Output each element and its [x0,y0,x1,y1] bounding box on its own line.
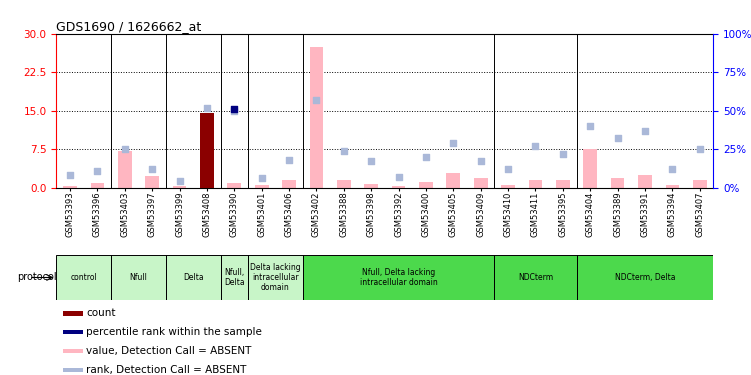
Bar [111,255,166,300]
Point [448,140,460,146]
Text: NDCterm: NDCterm [518,273,553,282]
Point [338,148,350,154]
Text: Nfull: Nfull [129,273,147,282]
Bar [63,368,83,372]
Point [146,166,158,172]
Point [694,146,706,152]
Point [556,151,569,157]
Bar [56,255,111,300]
Bar [282,180,296,188]
Point [584,123,596,129]
Bar [419,182,433,188]
Bar [200,118,214,188]
Point [420,154,432,160]
Bar [63,311,83,316]
Bar [309,46,323,188]
Bar [665,185,679,188]
Bar [228,183,241,188]
Point [119,146,131,152]
Point [310,97,322,103]
Bar [693,180,707,188]
Bar [63,349,83,353]
Bar [611,178,625,188]
Bar [63,186,77,188]
Bar [91,183,104,188]
Bar [392,186,406,188]
Point [173,178,185,184]
Bar [584,149,597,188]
Point [475,158,487,164]
Bar [501,185,515,188]
Text: count: count [86,309,116,318]
Text: GDS1690 / 1626662_at: GDS1690 / 1626662_at [56,20,201,33]
Text: percentile rank within the sample: percentile rank within the sample [86,327,262,337]
Text: Nfull,
Delta: Nfull, Delta [224,268,245,287]
Bar [494,255,577,300]
Point [283,157,295,163]
Bar [364,184,378,188]
Bar [255,186,269,188]
Point [201,105,213,111]
Bar [63,330,83,334]
Text: NDCterm, Delta: NDCterm, Delta [615,273,675,282]
Bar [248,255,303,300]
Point [393,174,405,180]
Text: Delta lacking
intracellular
domain: Delta lacking intracellular domain [250,263,300,292]
Bar [556,180,570,188]
Bar [474,178,487,188]
Bar [303,255,494,300]
Point [611,135,623,141]
Bar [529,180,542,188]
Point [365,158,377,164]
Text: value, Detection Call = ABSENT: value, Detection Call = ABSENT [86,346,252,356]
Bar [447,173,460,188]
Point [666,166,678,172]
Point [529,143,541,149]
Point [92,168,104,174]
Bar [173,186,186,188]
Text: rank, Detection Call = ABSENT: rank, Detection Call = ABSENT [86,365,246,375]
Point [255,175,267,181]
Point [228,108,240,114]
Bar [638,175,652,188]
Text: control: control [71,273,97,282]
Bar [577,255,713,300]
Point [502,166,514,172]
Bar [118,151,131,188]
Point [639,128,651,134]
Text: Nfull, Delta lacking
intracellular domain: Nfull, Delta lacking intracellular domai… [360,268,437,287]
Point [64,172,76,178]
Bar [145,176,159,188]
Text: protocol: protocol [17,273,56,282]
Point [228,106,240,112]
Bar [221,255,248,300]
Bar [337,180,351,188]
Bar [200,113,214,188]
Text: Delta: Delta [183,273,204,282]
Bar [166,255,221,300]
